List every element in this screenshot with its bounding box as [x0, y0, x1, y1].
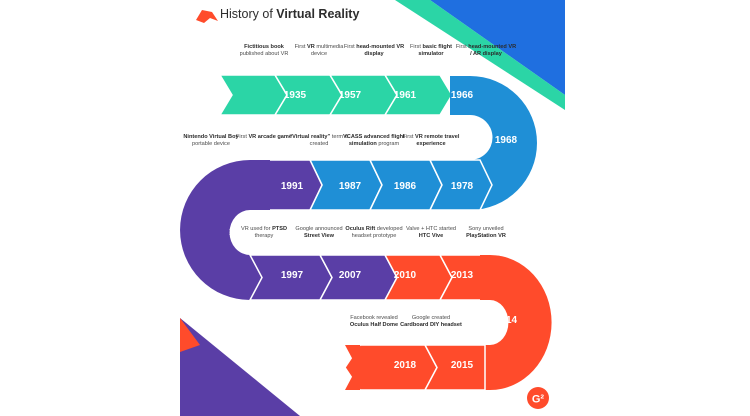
year-label: 2014 — [495, 315, 518, 326]
event-text: published about VR — [239, 50, 289, 57]
event-highlight: VCASS advanced flight simulation — [343, 134, 405, 147]
timeline-curve-left — [180, 160, 270, 300]
background-decor — [180, 0, 565, 416]
event-description: First VR multimedia device — [288, 44, 350, 57]
timeline-curve-right — [480, 255, 552, 390]
event-highlight: HTC Vive — [418, 232, 444, 239]
event-text: Facebook revealed — [350, 315, 398, 321]
year-label: 1986 — [394, 181, 417, 192]
timeline-segment — [428, 159, 493, 211]
year-label: 2015 — [451, 360, 474, 371]
event-description: First head-mounted VR display — [343, 44, 405, 57]
event-text: Sony unveiled — [468, 226, 504, 232]
timeline-segment — [218, 74, 288, 116]
year-label: 1935 — [284, 90, 307, 101]
infographic-card: 1935 1957 1961 1966 1968 1978 1986 1987 1991 1995… — [180, 0, 565, 416]
event-text: Google announced — [295, 226, 343, 232]
event-description: Facebook revealed Oculus Half Dome — [343, 315, 405, 328]
event-text: First — [402, 134, 415, 140]
event-text: First — [410, 44, 423, 50]
event-description: First VR remote travel experience — [400, 134, 462, 147]
event-description: Fictitious book published about VR — [233, 44, 295, 57]
title-prefix: History of — [220, 7, 277, 21]
year-label: 1961 — [394, 90, 417, 101]
event-highlight: PlayStation VR — [466, 232, 506, 239]
event-highlight: VR — [307, 44, 315, 50]
event-highlight: Nintendo Virtual Boy — [183, 134, 239, 140]
event-highlight: Fictitious book — [244, 44, 284, 50]
g2-brand-icon: G² — [527, 387, 549, 409]
event-highlight: Cardboard DIY headset — [400, 321, 462, 328]
event-text: First — [236, 134, 249, 140]
timeline-road: 1935 1957 1961 1966 1968 1978 1986 1987 1991 1995… — [180, 74, 552, 391]
event-description: “Virtual reality” term is created — [288, 134, 350, 147]
event-description: First VR arcade game — [233, 134, 295, 141]
event-description: First head-mounted VR / AR display — [455, 44, 517, 57]
event-text: First — [343, 44, 357, 50]
timeline-segment — [383, 74, 453, 116]
event-text: multimedia device — [310, 44, 344, 57]
event-text: First — [294, 44, 308, 50]
year-label: 1997 — [281, 270, 304, 281]
title-bold: Virtual Reality — [276, 7, 360, 21]
bottom-left-purple-shape — [180, 318, 300, 416]
event-highlight: Street View — [303, 232, 335, 239]
event-description: Oculus Rift developed headset prototype — [343, 226, 405, 239]
event-description: Sony unveiled PlayStation VR — [455, 226, 517, 239]
event-description: Nintendo Virtual Boy portable device — [180, 134, 242, 147]
page-title: History of Virtual Reality — [220, 7, 359, 21]
event-text: developed headset prototype — [351, 226, 403, 239]
year-label: 1978 — [451, 181, 474, 192]
year-label: 1968 — [495, 135, 518, 146]
year-label: 1957 — [339, 90, 362, 101]
event-highlight: VR remote travel experience — [414, 134, 460, 147]
event-highlight: Oculus Half Dome — [349, 321, 399, 328]
event-description: Valve + HTC started HTC Vive — [400, 226, 462, 239]
year-label: 1991 — [281, 181, 304, 192]
event-highlight: head-mounted VR / AR display — [468, 44, 517, 57]
brand-logo-icon — [196, 10, 218, 23]
timeline-segment — [423, 344, 486, 391]
event-text: term is created — [309, 134, 349, 147]
event-description: Google created Cardboard DIY headset — [400, 315, 462, 328]
year-label: 1987 — [339, 181, 362, 192]
event-highlight: Oculus Rift — [345, 226, 376, 232]
event-description: VCASS advanced flight simulation program — [343, 134, 405, 147]
event-text: Valve + HTC started — [405, 226, 457, 232]
top-right-teal-shape — [395, 0, 565, 110]
timeline-arrow-head — [345, 345, 360, 390]
event-text: First — [455, 44, 469, 50]
event-text: portable device — [192, 140, 230, 147]
event-description: First basic flight simulator — [400, 44, 462, 57]
event-text: program — [376, 140, 400, 147]
event-highlight: VR arcade game — [248, 134, 292, 140]
event-text: therapy — [254, 232, 274, 239]
event-highlight: basic flight simulator — [418, 44, 452, 57]
event-description: VR used for PTSD therapy — [233, 226, 295, 239]
event-text: Google created — [411, 315, 451, 321]
year-label: 2013 — [451, 270, 474, 281]
brand-mark: G² — [532, 394, 545, 406]
event-description: Google announced Street View — [288, 226, 350, 239]
event-highlight: head-mounted VR display — [356, 44, 405, 57]
year-label: 1995 — [229, 227, 252, 238]
year-label: 1966 — [451, 90, 474, 101]
event-text: VR used for — [240, 226, 273, 232]
bottom-left-red-shape — [180, 318, 200, 352]
year-label: 2007 — [339, 270, 362, 281]
event-highlight: “Virtual reality” — [289, 134, 331, 140]
event-highlight: PTSD — [272, 226, 287, 232]
year-label: 2010 — [394, 270, 417, 281]
year-label: 2018 — [394, 360, 417, 371]
